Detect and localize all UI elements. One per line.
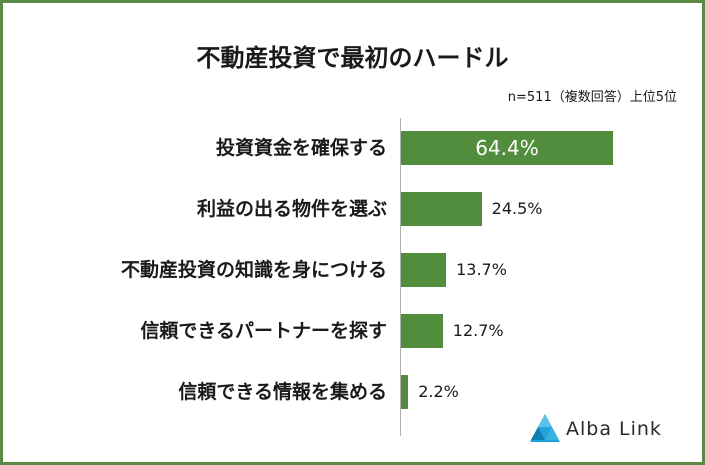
chart-title: 不動産投資で最初のハードル <box>196 44 509 72</box>
category-label: 投資資金を確保する <box>215 137 387 159</box>
sample-note: n=511（複数回答）上位5位 <box>507 90 677 105</box>
category-label: 信頼できる情報を集める <box>178 381 387 403</box>
bar <box>401 314 443 348</box>
bar <box>401 192 482 226</box>
alba-link-logo: Alba Link <box>528 412 688 448</box>
y-axis-line <box>400 118 401 436</box>
data-label: 13.7% <box>456 260 507 279</box>
bar <box>401 131 613 165</box>
logo-text: Alba Link <box>566 418 662 440</box>
category-label: 信頼できるパートナーを探す <box>140 320 387 342</box>
data-label: 24.5% <box>491 199 543 218</box>
data-label: 12.7% <box>452 321 504 340</box>
data-label: 2.2% <box>418 382 459 401</box>
alba-link-logo-icon <box>530 414 560 442</box>
bar <box>401 253 447 287</box>
category-label: 不動産投資の知識を身につける <box>120 259 387 281</box>
data-label: 64.4% <box>475 136 539 160</box>
category-label: 利益の出る物件を選ぶ <box>196 198 387 220</box>
bar <box>401 375 409 409</box>
